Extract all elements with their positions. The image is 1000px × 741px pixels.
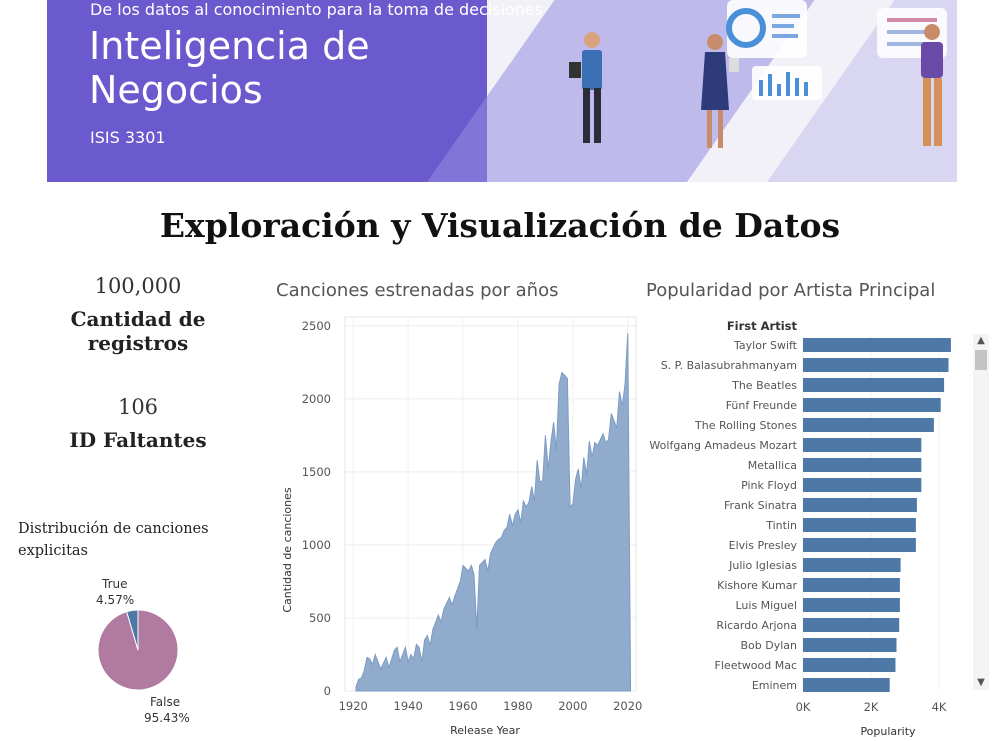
bar-x-ticks: 0K 2K 4K (796, 700, 947, 714)
area-y-ticks: 0 500 1000 1500 2000 2500 (302, 319, 331, 698)
pie-label-true: True (101, 577, 128, 591)
area-x-tick-label: 1980 (503, 699, 532, 713)
artist-bar[interactable] (803, 538, 916, 552)
area-y-tick-label: 2000 (302, 392, 331, 406)
artist-bar[interactable] (803, 578, 900, 592)
artist-bar[interactable] (803, 618, 900, 632)
bar-x-tick-label: 2K (864, 700, 879, 714)
page-title: Exploración y Visualización de Datos (159, 206, 841, 245)
artist-bar[interactable] (803, 558, 901, 572)
artist-bar[interactable] (803, 398, 941, 412)
artist-bar[interactable] (803, 418, 934, 432)
artist-label: Tintin (765, 519, 797, 532)
pie-value-true: 4.57% (96, 593, 134, 607)
artist-bar[interactable] (803, 358, 949, 372)
area-y-tick-label: 0 (324, 684, 331, 698)
explicit-pie-chart[interactable]: True 4.57% False 95.43% (40, 570, 260, 740)
artist-label: Eminem (752, 679, 797, 692)
artist-bar[interactable] (803, 438, 922, 452)
banner-title-line2: Negocios (89, 68, 263, 112)
area-chart-title: Canciones estrenadas por años (276, 280, 559, 301)
artist-list-scrollbar[interactable]: ▲ ▼ (973, 334, 989, 690)
artist-bar[interactable] (803, 598, 900, 612)
bar-rows: Taylor Swift S. P. Balasubrahmanyam The Be… (649, 335, 951, 692)
area-y-tick-label: 1500 (302, 465, 331, 479)
area-y-tick-label: 500 (309, 611, 331, 625)
artist-label: Taylor Swift (733, 339, 798, 352)
artist-label: Luis Miguel (735, 599, 797, 612)
records-count-value: 100,000 (94, 274, 182, 298)
banner-subtitle: De los datos al conocimiento para la tom… (90, 0, 544, 19)
artist-bar[interactable] (803, 478, 922, 492)
artist-label: The Beatles (731, 379, 797, 392)
artist-bar[interactable] (803, 338, 951, 352)
area-x-ticks: 1920 1940 1960 1980 2000 2020 (339, 699, 643, 713)
artist-label: Fleetwood Mac (715, 659, 797, 672)
area-series-songs[interactable] (355, 333, 632, 692)
banner-course-code: ISIS 3301 (90, 128, 166, 147)
artist-label: Kishore Kumar (717, 579, 797, 592)
artist-label: Frank Sinatra (724, 499, 797, 512)
person-woman-right (921, 24, 943, 146)
pie-value-false: 95.43% (144, 711, 190, 725)
artist-label: Elvis Presley (729, 539, 798, 552)
mini-bar-chart (752, 66, 822, 100)
artist-bar[interactable] (803, 638, 897, 652)
bar-x-axis-label: Popularity (860, 725, 916, 738)
bar-x-tick-label: 4K (932, 700, 947, 714)
artist-label: Julio Iglesias (728, 559, 797, 572)
artist-label: S. P. Balasubrahmanyam (661, 359, 797, 372)
artist-bar[interactable] (803, 498, 917, 512)
artist-label: Bob Dylan (740, 639, 797, 652)
artist-label: The Rolling Stones (694, 419, 797, 432)
row-header-first-artist: First Artist (727, 319, 798, 333)
bar-x-tick-label: 0K (796, 700, 811, 714)
artist-bar[interactable] (803, 458, 922, 472)
area-x-tick-label: 1960 (448, 699, 477, 713)
artist-label: Metallica (748, 459, 797, 472)
artist-bar[interactable] (803, 518, 916, 532)
area-y-tick-label: 2500 (302, 319, 331, 333)
area-x-tick-label: 1920 (339, 699, 368, 713)
records-count-label: Cantidad de registros (70, 307, 206, 355)
bar-chart-title: Popularidad por Artista Principal (646, 280, 936, 301)
pie-chart-title: Distribución de canciones explicitas (18, 521, 209, 559)
missing-ids-value: 106 (117, 395, 159, 419)
business-people-illustration (569, 0, 947, 148)
dashboard-card (726, 0, 807, 58)
person-woman-left (701, 34, 739, 148)
pie-slice-true[interactable] (126, 609, 139, 651)
artist-label: Pink Floyd (741, 479, 797, 492)
scroll-down-arrow-icon[interactable]: ▼ (977, 677, 985, 688)
missing-ids-label: ID Faltantes (69, 428, 207, 452)
artist-bar[interactable] (803, 658, 896, 672)
popularity-by-artist-bar-chart[interactable]: First Artist Taylor Swift S. P. Balasubra… (635, 310, 975, 740)
area-x-tick-label: 2020 (613, 699, 642, 713)
area-y-tick-label: 1000 (302, 538, 331, 552)
pie-label-false: False (150, 695, 180, 709)
artist-bar[interactable] (803, 378, 945, 392)
artist-bar[interactable] (803, 678, 890, 692)
person-man (569, 32, 602, 143)
scroll-up-arrow-icon[interactable]: ▲ (977, 335, 985, 346)
area-x-tick-label: 2000 (558, 699, 587, 713)
area-x-axis-label: Release Year (450, 724, 520, 737)
scroll-thumb[interactable] (975, 350, 987, 370)
songs-by-year-area-chart[interactable]: 0 500 1000 1500 2000 2500 1920 1940 1960 1980 200… (270, 300, 650, 740)
banner-title-line1: Inteligencia de (89, 24, 370, 68)
artist-label: Wolfgang Amadeus Mozart (649, 439, 797, 452)
course-banner: De los datos al conocimiento para la tom… (47, 0, 957, 182)
area-y-axis-label: Cantidad de canciones (281, 487, 294, 613)
area-x-tick-label: 1940 (394, 699, 423, 713)
artist-label: Fünf Freunde (726, 399, 798, 412)
artist-label: Ricardo Arjona (716, 619, 797, 632)
